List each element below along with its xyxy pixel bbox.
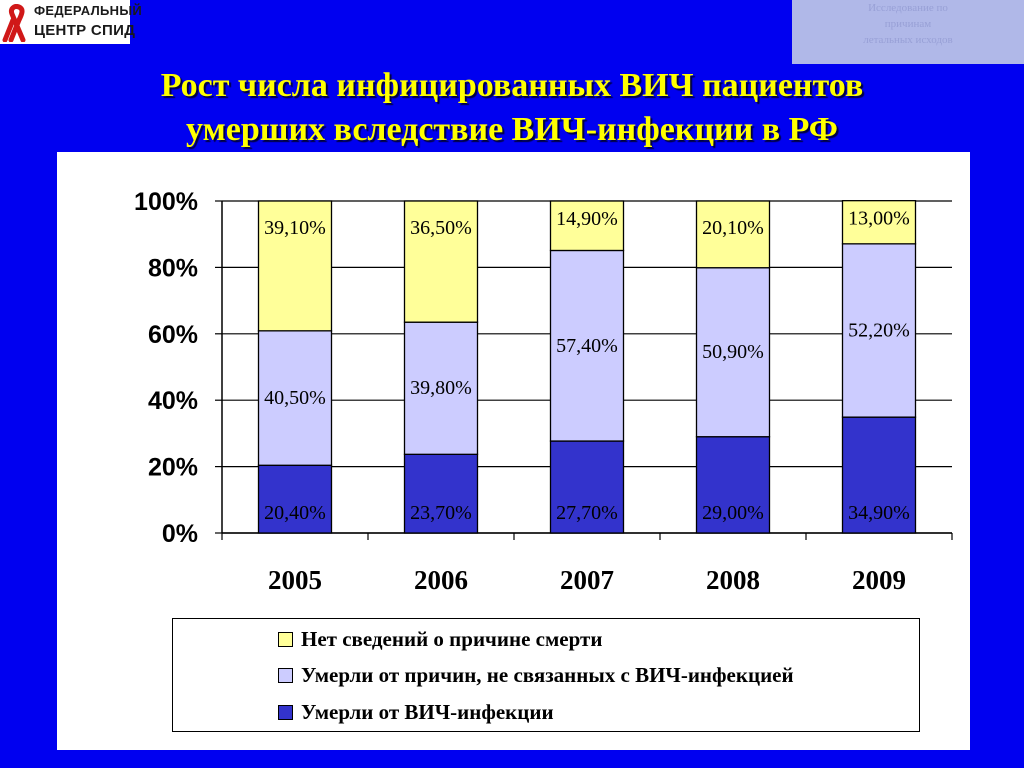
- stacked-bar-chart: 0% 20% 40% 60% 80% 100% 20,40% 40,50% 39,10% 2005…: [134, 188, 953, 595]
- y-tick-label: 20%: [148, 454, 198, 482]
- data-label: 39,10%: [264, 217, 326, 239]
- legend-label-unknown: Нет сведений о причине смерти: [301, 626, 603, 651]
- data-label: 57,40%: [556, 335, 618, 357]
- slide-title-line2: умерших вследствие ВИЧ-инфекции в РФ: [186, 111, 838, 148]
- bar-segment: [403, 453, 479, 534]
- bar-segment: [841, 200, 917, 245]
- legend-item-hiv: Умерли от ВИЧ-инфекции: [278, 699, 554, 725]
- study-note-line: причинам: [884, 18, 932, 30]
- legend-label-other-causes: Умерли от причин, не связанных с ВИЧ-инф…: [301, 662, 794, 687]
- legend-label-hiv: Умерли от ВИЧ-инфекции: [301, 699, 554, 724]
- data-label: 39,80%: [410, 377, 472, 399]
- aids-ribbon-icon: [2, 4, 26, 42]
- y-tick-label: 0%: [162, 520, 198, 548]
- bar-segment: [695, 267, 771, 438]
- bar-segment: [695, 436, 771, 534]
- bar-segment: [257, 464, 333, 534]
- data-label: 36,50%: [410, 217, 472, 239]
- x-tick-label: 2007: [560, 565, 614, 595]
- data-label: 40,50%: [264, 387, 326, 409]
- data-label: 13,00%: [848, 208, 910, 230]
- chart-legend: Нет сведений о причине смерти Умерли от …: [172, 618, 920, 732]
- x-tick-label: 2009: [852, 565, 906, 595]
- data-label: 29,00%: [702, 502, 764, 524]
- y-tick-label: 40%: [148, 387, 198, 415]
- y-tick-label: 100%: [134, 188, 198, 216]
- x-tick-label: 2005: [268, 565, 322, 595]
- bar-segment: [549, 440, 625, 534]
- chart-panel: 0% 20% 40% 60% 80% 100% 20,40% 40,50% 39,10% 2005…: [57, 152, 970, 750]
- data-label: 27,70%: [556, 502, 618, 524]
- x-tick-label: 2008: [706, 565, 760, 595]
- data-label: 34,90%: [848, 502, 910, 524]
- study-note-box: Исследование по причинам летальных исход…: [792, 0, 1024, 64]
- data-label: 20,40%: [264, 502, 326, 524]
- legend-swatch-other-causes: [278, 667, 293, 683]
- legend-item-other-causes: Умерли от причин, не связанных с ВИЧ-инф…: [278, 662, 794, 688]
- bar-segment: [257, 330, 333, 466]
- y-tick-label: 80%: [148, 254, 198, 282]
- slide-title: Рост числа инфицированных ВИЧ пациентов …: [0, 64, 1024, 152]
- x-tick-label: 2006: [414, 565, 468, 595]
- logo-text-line2: ЦЕНТР СПИД: [34, 22, 136, 39]
- legend-item-unknown: Нет сведений о причине смерти: [278, 626, 602, 652]
- study-note-line: летальных исходов: [863, 34, 953, 46]
- data-label: 23,70%: [410, 502, 472, 524]
- bar-segment: [841, 416, 917, 534]
- data-label: 20,10%: [702, 217, 764, 239]
- logo: ФЕДЕРАЛЬНЫЙ ЦЕНТР СПИД: [0, 0, 142, 44]
- bar-segment: [841, 243, 917, 418]
- y-tick-label: 60%: [148, 321, 198, 349]
- bar-segment: [549, 200, 625, 252]
- logo-text-line1: ФЕДЕРАЛЬНЫЙ: [34, 3, 142, 18]
- study-note-line: Исследование по: [868, 2, 948, 14]
- legend-swatch-hiv: [278, 704, 293, 720]
- data-label: 50,90%: [702, 341, 764, 363]
- slide-title-line1: Рост числа инфицированных ВИЧ пациентов: [160, 67, 864, 104]
- bar-segment: [403, 200, 479, 323]
- data-label: 14,90%: [556, 208, 618, 230]
- bar-segment: [257, 200, 333, 332]
- bar-segment: [403, 321, 479, 455]
- legend-swatch-unknown: [278, 631, 293, 647]
- bar-segment: [695, 200, 771, 269]
- bar-segment: [549, 249, 625, 442]
- data-label: 52,20%: [848, 319, 910, 341]
